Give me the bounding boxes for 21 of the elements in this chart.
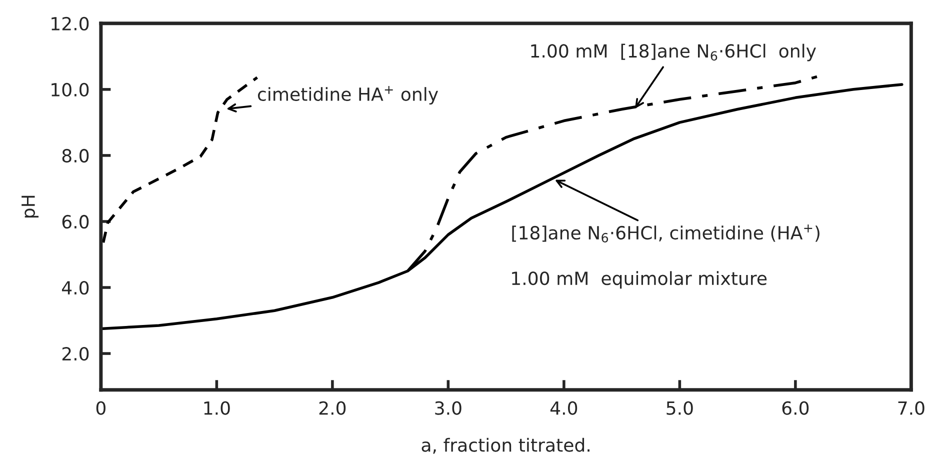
y-axis-title: pH bbox=[22, 196, 39, 218]
x-tick-label: 2.0 bbox=[319, 401, 346, 415]
annotation: 1.00 mM equimolar mixture bbox=[512, 271, 767, 289]
annotation: [18]ane N$_{6}$·6HCl, cimetidine (HA$^{+}$) bbox=[512, 224, 820, 242]
x-tick-label: 3.0 bbox=[435, 401, 462, 415]
line-series bbox=[102, 76, 259, 244]
x-tick-label: 4.0 bbox=[550, 401, 578, 415]
y-tick-label: 8.0 bbox=[62, 148, 89, 163]
y-tick-label: 4.0 bbox=[62, 280, 89, 295]
y-tick-label: 6.0 bbox=[62, 214, 89, 229]
annotation: cimetidine HA$^{+}$ only bbox=[258, 86, 438, 105]
x-tick-label: 0 bbox=[96, 401, 106, 415]
annotation: 1.00 mM [18]ane N$_{6}$·6HCl only bbox=[531, 44, 816, 62]
y-tick-label: 10.0 bbox=[52, 82, 89, 97]
y-tick-label: 12.0 bbox=[52, 16, 89, 31]
y-tick-label: 2.0 bbox=[62, 346, 89, 361]
x-tick-label: 1.0 bbox=[204, 401, 230, 415]
x-tick-label: 6.0 bbox=[782, 401, 809, 415]
x-axis-title: a, fraction titrated. bbox=[422, 438, 590, 454]
x-tick-label: 7.0 bbox=[898, 401, 924, 415]
x-tick-label: 5.0 bbox=[666, 401, 693, 415]
